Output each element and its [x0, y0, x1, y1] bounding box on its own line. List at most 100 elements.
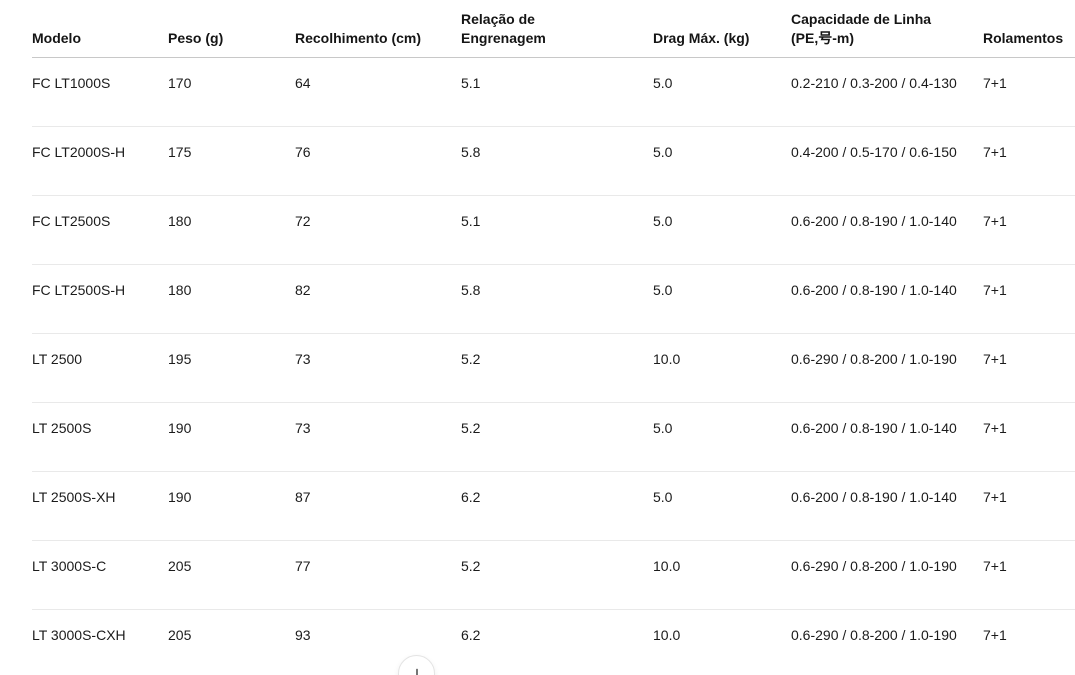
- table-cell-value: 0.4-200 / 0.5-170 / 0.6-150: [791, 144, 957, 160]
- table-cell-value: LT 3000S-C: [32, 558, 107, 574]
- table-row: LT 2500 195 73 5.2 10.0 0.6-290 / 0.8-200 / 1…: [32, 333, 1075, 403]
- table-cell-relacao-engrenagem: 5.8: [461, 264, 653, 334]
- table-cell-capacidade-linha: 0.6-200 / 0.8-190 / 1.0-140: [791, 264, 983, 334]
- table-cell-value: 87: [295, 489, 311, 505]
- column-header-label: Rolamentos: [983, 30, 1064, 46]
- table-cell-peso: 190: [168, 471, 295, 541]
- table-cell-value: 5.0: [653, 489, 673, 505]
- table-cell-peso: 205: [168, 540, 295, 610]
- table-cell-recolhimento: 76: [295, 126, 461, 196]
- table-cell-drag-max: 5.0: [653, 195, 791, 265]
- column-header-capacidade-linha: Capacidade de Linha (PE,号-m): [791, 0, 983, 58]
- table-cell-value: 7+1: [983, 213, 1007, 229]
- table-row: LT 3000S-C 205 77 5.2 10.0 0.6-290 / 0.8-200 …: [32, 540, 1075, 610]
- table-cell-value: LT 3000S-CXH: [32, 627, 126, 643]
- table-cell-value: FC LT2500S-H: [32, 282, 126, 298]
- table-cell-value: 5.8: [461, 282, 481, 298]
- table-cell-peso: 175: [168, 126, 295, 196]
- column-header-label: Drag Máx. (kg): [653, 30, 750, 46]
- table-cell-capacidade-linha: 0.6-290 / 0.8-200 / 1.0-190: [791, 333, 983, 403]
- table-cell-modelo: FC LT2500S-H: [32, 264, 168, 334]
- table-cell-value: 0.6-290 / 0.8-200 / 1.0-190: [791, 627, 957, 643]
- table-cell-value: 6.2: [461, 489, 481, 505]
- table-cell-value: 5.2: [461, 420, 481, 436]
- column-header-label: Modelo: [32, 30, 81, 46]
- column-header-label: Capacidade de Linha (PE,号-m): [791, 11, 932, 46]
- table-cell-recolhimento: 77: [295, 540, 461, 610]
- table-cell-value: 93: [295, 627, 311, 643]
- table-cell-recolhimento: 64: [295, 57, 461, 127]
- table-cell-drag-max: 10.0: [653, 333, 791, 403]
- table-cell-value: 190: [168, 420, 192, 436]
- column-header-modelo: Modelo: [32, 0, 168, 58]
- table-cell-value: LT 2500: [32, 351, 83, 367]
- table-cell-value: 5.1: [461, 75, 481, 91]
- table-cell-value: 64: [295, 75, 311, 91]
- table-cell-rolamentos: 7+1: [983, 195, 1075, 265]
- table-cell-capacidade-linha: 0.2-210 / 0.3-200 / 0.4-130: [791, 57, 983, 127]
- table-cell-relacao-engrenagem: 5.2: [461, 402, 653, 472]
- table-cell-value: 0.6-290 / 0.8-200 / 1.0-190: [791, 351, 957, 367]
- table-cell-value: 7+1: [983, 351, 1007, 367]
- table-cell-rolamentos: 7+1: [983, 126, 1075, 196]
- table-cell-value: FC LT2000S-H: [32, 144, 126, 160]
- table-cell-peso: 195: [168, 333, 295, 403]
- table-cell-recolhimento: 87: [295, 471, 461, 541]
- table-cell-value: 5.0: [653, 144, 673, 160]
- table-cell-value: LT 2500S-XH: [32, 489, 116, 505]
- table-cell-peso: 205: [168, 609, 295, 675]
- table-cell-peso: 190: [168, 402, 295, 472]
- table-cell-value: 7+1: [983, 420, 1007, 436]
- table-cell-value: 73: [295, 351, 311, 367]
- table-cell-value: 5.0: [653, 75, 673, 91]
- table-cell-drag-max: 5.0: [653, 264, 791, 334]
- column-header-recolhimento: Recolhimento (cm): [295, 0, 461, 58]
- table-cell-relacao-engrenagem: 5.1: [461, 195, 653, 265]
- table-cell-drag-max: 10.0: [653, 540, 791, 610]
- table-cell-value: 0.6-200 / 0.8-190 / 1.0-140: [791, 420, 957, 436]
- table-cell-rolamentos: 7+1: [983, 609, 1075, 675]
- table-cell-value: 10.0: [653, 627, 681, 643]
- table-cell-value: 0.6-200 / 0.8-190 / 1.0-140: [791, 489, 957, 505]
- table-cell-value: 180: [168, 282, 192, 298]
- table-cell-peso: 170: [168, 57, 295, 127]
- table-cell-recolhimento: 73: [295, 333, 461, 403]
- table-row: LT 2500S 190 73 5.2 5.0 0.6-200 / 0.8-190 / 1…: [32, 402, 1075, 472]
- table-cell-value: 7+1: [983, 627, 1007, 643]
- table-cell-value: 205: [168, 627, 192, 643]
- table-row: FC LT2500S-H 180 82 5.8 5.0 0.6-200 / 0.8-190…: [32, 264, 1075, 334]
- table-cell-rolamentos: 7+1: [983, 471, 1075, 541]
- table-cell-capacidade-linha: 0.6-290 / 0.8-200 / 1.0-190: [791, 540, 983, 610]
- table-cell-value: 76: [295, 144, 311, 160]
- table-cell-value: FC LT1000S: [32, 75, 111, 91]
- table-cell-value: 175: [168, 144, 192, 160]
- table-cell-rolamentos: 7+1: [983, 57, 1075, 127]
- table-cell-value: 5.0: [653, 420, 673, 436]
- table-cell-value: 5.0: [653, 213, 673, 229]
- table-cell-drag-max: 5.0: [653, 126, 791, 196]
- table-cell-rolamentos: 7+1: [983, 264, 1075, 334]
- table-cell-value: 180: [168, 213, 192, 229]
- table-cell-value: 72: [295, 213, 311, 229]
- table-cell-value: 195: [168, 351, 192, 367]
- table-cell-relacao-engrenagem: 5.1: [461, 57, 653, 127]
- table-row: FC LT2000S-H 175 76 5.8 5.0 0.4-200 / 0.5-170…: [32, 126, 1075, 196]
- table-cell-modelo: LT 2500: [32, 333, 168, 403]
- table-cell-capacidade-linha: 0.6-200 / 0.8-190 / 1.0-140: [791, 402, 983, 472]
- table-cell-modelo: FC LT1000S: [32, 57, 168, 127]
- table-cell-value: 0.6-200 / 0.8-190 / 1.0-140: [791, 213, 957, 229]
- table-cell-value: 170: [168, 75, 192, 91]
- column-header-rolamentos: Rolamentos: [983, 0, 1075, 58]
- table-cell-modelo: LT 2500S-XH: [32, 471, 168, 541]
- table-cell-modelo: LT 3000S-CXH: [32, 609, 168, 675]
- table-cell-value: 7+1: [983, 282, 1007, 298]
- table-cell-capacidade-linha: 0.6-200 / 0.8-190 / 1.0-140: [791, 471, 983, 541]
- table-cell-value: 7+1: [983, 489, 1007, 505]
- table-cell-value: 0.2-210 / 0.3-200 / 0.4-130: [791, 75, 957, 91]
- table-cell-value: 205: [168, 558, 192, 574]
- table-cell-value: 5.2: [461, 351, 481, 367]
- table-cell-recolhimento: 82: [295, 264, 461, 334]
- table-cell-relacao-engrenagem: 6.2: [461, 609, 653, 675]
- column-header-label: Relação de Engrenagem: [461, 11, 546, 46]
